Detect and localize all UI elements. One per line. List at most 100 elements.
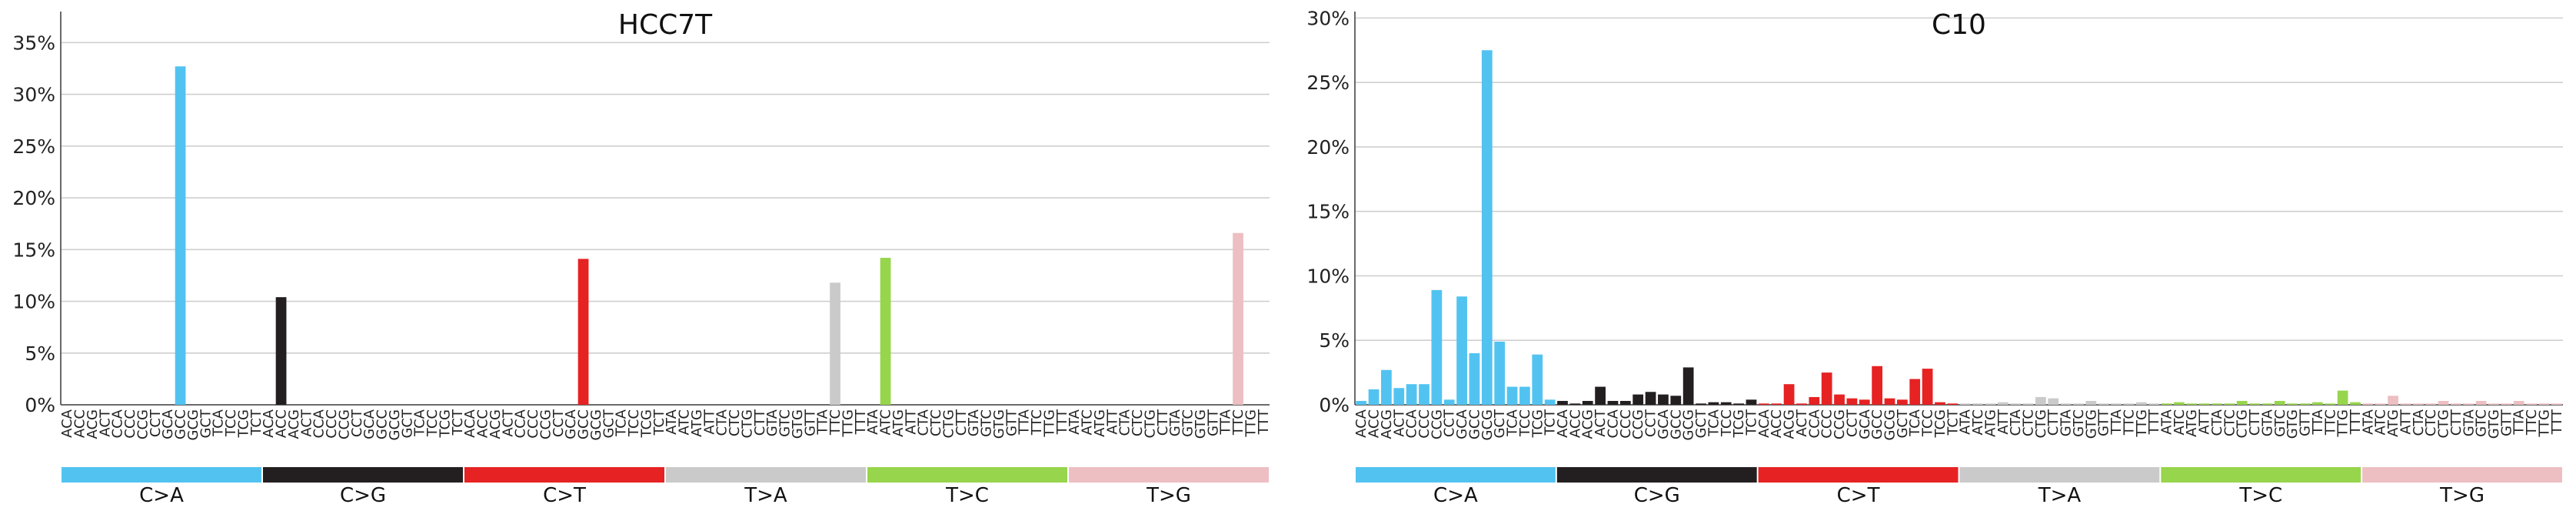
bar bbox=[2249, 403, 2260, 405]
x-tick-label: CTC bbox=[1130, 409, 1146, 436]
x-tick-label: ACA bbox=[1555, 409, 1571, 438]
bar bbox=[1419, 384, 1429, 405]
x-tick-label: CTA bbox=[916, 409, 932, 436]
bar bbox=[2048, 398, 2059, 405]
x-tick-label: ATT bbox=[2197, 409, 2213, 435]
bar bbox=[2287, 403, 2298, 405]
group-label: C>A bbox=[139, 484, 184, 507]
bar bbox=[2350, 402, 2361, 405]
x-tick-label: CTA bbox=[714, 409, 731, 436]
x-tick-label: TCT bbox=[1945, 409, 1961, 436]
x-tick-label: ACG bbox=[1782, 409, 1798, 439]
bar bbox=[1431, 289, 1443, 405]
x-tick-label: CTT bbox=[2247, 409, 2263, 436]
y-tick-label: 20% bbox=[1306, 136, 1350, 159]
bar bbox=[2337, 390, 2348, 405]
x-tick-label: CTG bbox=[940, 409, 957, 439]
x-tick-label: TTA bbox=[2310, 409, 2326, 435]
bar bbox=[175, 66, 186, 405]
x-tick-label: GTA bbox=[1167, 409, 1183, 436]
y-tick-label: 15% bbox=[1306, 201, 1350, 223]
x-tick-label: GCA bbox=[361, 409, 378, 439]
x-tick-label: TTT bbox=[2146, 409, 2162, 435]
x-tick-label: CTC bbox=[2021, 409, 2037, 436]
x-tick-label: TTC bbox=[2121, 409, 2137, 436]
x-tick-label: GCG bbox=[387, 409, 403, 440]
bar bbox=[2186, 403, 2198, 405]
bar bbox=[2236, 400, 2248, 405]
x-tick-label: ACC bbox=[274, 409, 290, 438]
x-tick-label: ATT bbox=[2398, 409, 2414, 435]
bar bbox=[1682, 367, 1694, 405]
x-tick-label: ACG bbox=[85, 409, 101, 439]
x-tick-label: CCT bbox=[349, 409, 365, 437]
y-tick-label: 0% bbox=[1319, 394, 1350, 416]
x-tick-label: TTA bbox=[2108, 409, 2125, 435]
x-tick-label: GTC bbox=[2071, 409, 2087, 437]
x-tick-label: ACT bbox=[97, 409, 113, 437]
group-label: C>T bbox=[543, 484, 586, 507]
x-tick-label: ATA bbox=[1958, 409, 1974, 435]
x-tick-label: ACC bbox=[1366, 409, 1383, 438]
x-tick-label: GTA bbox=[2461, 409, 2477, 436]
group-strip bbox=[1556, 467, 1757, 483]
x-tick-label: ATG bbox=[1092, 409, 1108, 437]
x-tick-label: TTC bbox=[2322, 409, 2338, 436]
bar bbox=[1632, 394, 1644, 405]
x-tick-label: TCG bbox=[1529, 409, 1546, 438]
x-tick-label: TTT bbox=[853, 409, 869, 435]
x-tick-label: TTT bbox=[1054, 409, 1070, 435]
bar bbox=[2312, 402, 2323, 405]
bar bbox=[2388, 396, 2398, 405]
x-tick-label: GTA bbox=[2259, 409, 2275, 436]
x-tick-label: TCC bbox=[1517, 409, 1533, 437]
chart-panel-2: 0%5%10%15%20%25%30% C10ACAACCACGACTCCACCC… bbox=[1306, 7, 2564, 507]
x-tick-label: CCC bbox=[1819, 409, 1835, 439]
x-tick-label: ACA bbox=[1756, 409, 1772, 438]
x-tick-label: ACG bbox=[488, 409, 504, 439]
x-tick-label: GTA bbox=[966, 409, 982, 436]
y-tick-label: 0% bbox=[25, 394, 55, 416]
x-tick-label: GCA bbox=[1454, 409, 1470, 439]
x-tick-label: ACT bbox=[1794, 409, 1810, 437]
bar bbox=[1393, 388, 1405, 405]
bar bbox=[880, 258, 891, 405]
group-label: T>A bbox=[744, 484, 787, 507]
x-tick-label: CCC bbox=[122, 409, 138, 439]
x-tick-label: GTC bbox=[979, 409, 995, 437]
x-tick-label: CTA bbox=[2209, 409, 2225, 436]
bar bbox=[2538, 403, 2550, 405]
x-tick-label: TTG bbox=[1041, 409, 1057, 438]
bar bbox=[2526, 403, 2537, 405]
bar bbox=[1884, 398, 1895, 405]
x-tick-label: ACT bbox=[500, 409, 516, 437]
bar bbox=[2362, 403, 2374, 405]
bar bbox=[1532, 354, 1543, 405]
x-tick-label: GTA bbox=[2058, 409, 2075, 436]
x-tick-label: GTT bbox=[2298, 409, 2314, 436]
x-tick-label: TCG bbox=[235, 409, 251, 438]
x-tick-label: CCC bbox=[525, 409, 541, 439]
group-label: T>G bbox=[1146, 484, 1191, 507]
bar bbox=[1619, 400, 1631, 405]
x-tick-label: GCC bbox=[1466, 409, 1483, 439]
bar bbox=[1481, 50, 1493, 405]
x-tick-label: ATT bbox=[903, 409, 919, 435]
x-tick-label: CCC bbox=[1618, 409, 1634, 439]
x-tick-label: CTG bbox=[739, 409, 755, 439]
group-label: T>G bbox=[2439, 484, 2484, 507]
x-tick-label: GCA bbox=[1857, 409, 1873, 439]
bar bbox=[1443, 399, 1455, 405]
bar bbox=[2212, 403, 2222, 405]
x-tick-label: ATC bbox=[677, 409, 693, 435]
bar bbox=[2274, 400, 2285, 405]
x-tick-label: CTA bbox=[2411, 409, 2427, 436]
bar bbox=[1872, 366, 1883, 405]
group-strip bbox=[1959, 467, 2160, 483]
x-tick-label: ATG bbox=[2184, 409, 2200, 437]
bar bbox=[1758, 403, 1769, 405]
bar bbox=[2123, 403, 2135, 405]
bar bbox=[1670, 396, 1682, 405]
group-label: T>A bbox=[2038, 484, 2082, 507]
chart-title: C10 bbox=[1932, 9, 1986, 41]
